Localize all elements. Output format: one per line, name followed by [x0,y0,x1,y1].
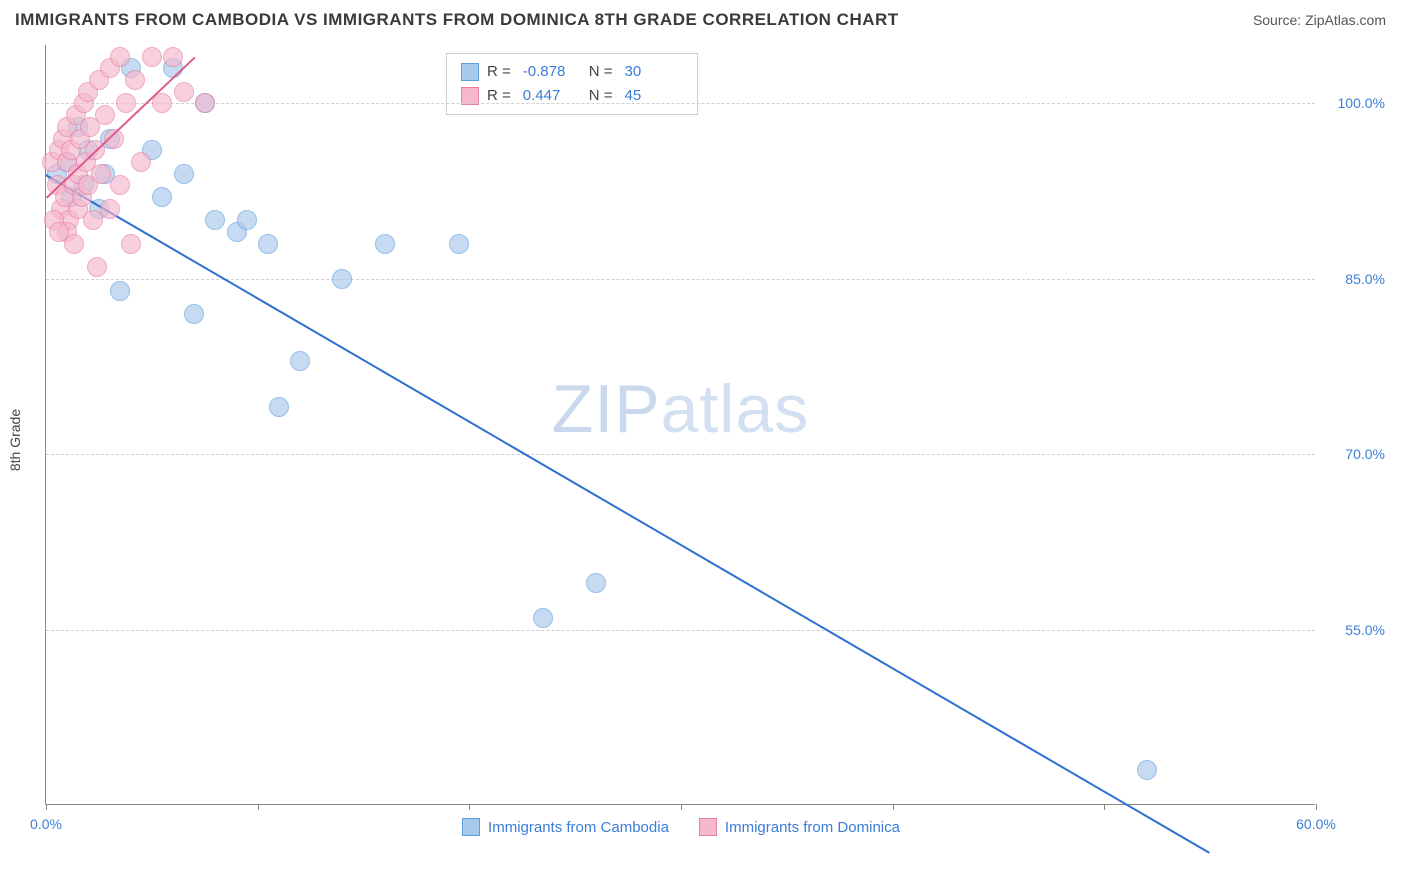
x-tick-label: 60.0% [1296,816,1336,832]
x-tick [1104,804,1105,810]
y-axis-label: 8th Grade [7,409,23,471]
y-tick-label: 55.0% [1325,622,1385,638]
data-point [110,175,130,195]
data-point [91,164,111,184]
x-tick [681,804,682,810]
y-tick-label: 70.0% [1325,446,1385,462]
source-link[interactable]: ZipAtlas.com [1305,12,1386,28]
data-point [449,234,469,254]
x-tick-label: 0.0% [30,816,62,832]
gridline [46,454,1315,455]
data-point [174,164,194,184]
legend-label: Immigrants from Dominica [725,819,900,836]
y-tick-label: 85.0% [1325,271,1385,287]
data-point [174,82,194,102]
legend-item: Immigrants from Cambodia [462,818,669,836]
legend-swatch [461,63,479,81]
legend-row: R =-0.878N =30 [461,60,683,84]
data-point [49,222,69,242]
data-point [121,234,141,254]
data-point [258,234,278,254]
data-point [1137,760,1157,780]
data-point [131,152,151,172]
data-point [195,93,215,113]
data-point [100,199,120,219]
scatter-chart: 8th Grade ZIPatlas R =-0.878N =30R =0.44… [45,45,1385,835]
x-tick [893,804,894,810]
legend-swatch [462,818,480,836]
gridline [46,103,1315,104]
watermark: ZIPatlas [552,370,809,448]
data-point [290,351,310,371]
trend-line [45,174,1210,854]
legend-swatch [699,818,717,836]
data-point [125,70,145,90]
data-point [110,47,130,67]
data-point [83,210,103,230]
y-tick-label: 100.0% [1325,95,1385,111]
data-point [142,47,162,67]
gridline [46,279,1315,280]
data-point [87,257,107,277]
correlation-legend: R =-0.878N =30R =0.447N =45 [446,53,698,115]
legend-swatch [461,87,479,105]
plot-area: ZIPatlas R =-0.878N =30R =0.447N =45 Imm… [45,45,1315,805]
data-point [95,105,115,125]
series-legend: Immigrants from Cambodia Immigrants from … [46,818,1316,836]
data-point [110,281,130,301]
data-point [533,608,553,628]
data-point [152,93,172,113]
data-point [116,93,136,113]
legend-item: Immigrants from Dominica [699,818,900,836]
legend-label: Immigrants from Cambodia [488,819,669,836]
x-tick [1316,804,1317,810]
data-point [152,187,172,207]
data-point [332,269,352,289]
data-point [163,47,183,67]
gridline [46,630,1315,631]
x-tick [46,804,47,810]
data-point [375,234,395,254]
data-point [237,210,257,230]
data-point [586,573,606,593]
data-point [184,304,204,324]
x-tick [469,804,470,810]
source-attribution: Source: ZipAtlas.com [1253,12,1386,28]
data-point [205,210,225,230]
data-point [269,397,289,417]
x-tick [258,804,259,810]
chart-title: IMMIGRANTS FROM CAMBODIA VS IMMIGRANTS F… [15,10,899,30]
